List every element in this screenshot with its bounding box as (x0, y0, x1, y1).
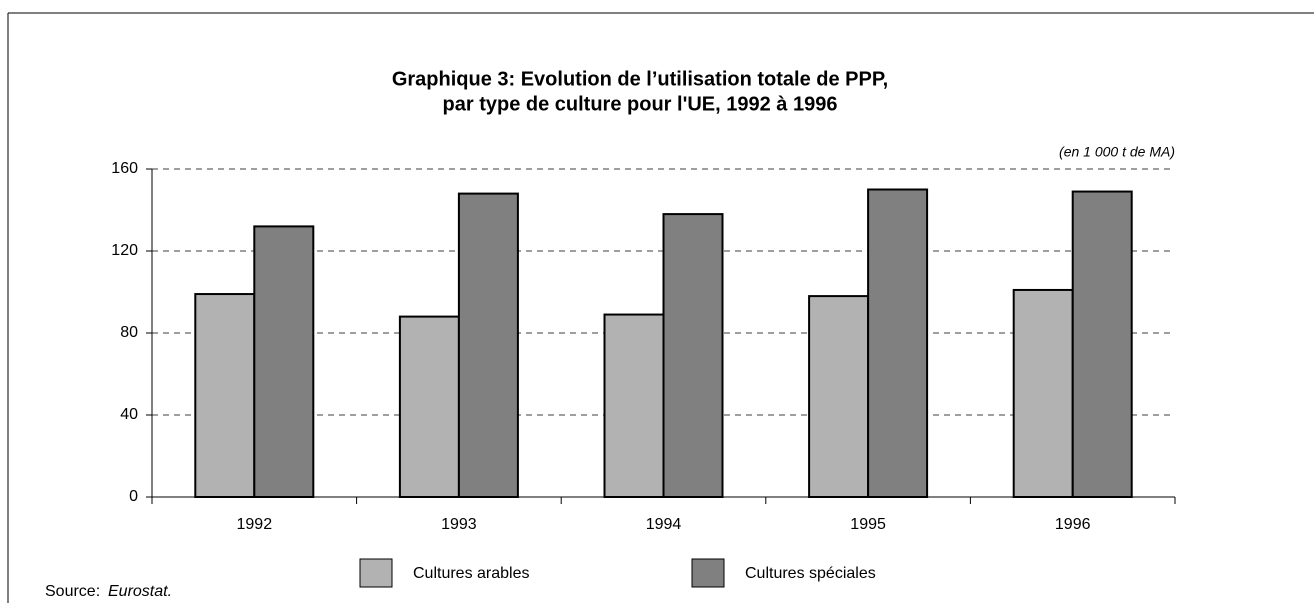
bar (867, 188, 929, 498)
legend-label: Cultures arables (413, 565, 530, 582)
y-tick-label: 120 (111, 242, 138, 259)
bar (194, 293, 256, 498)
y-tick-label: 40 (120, 406, 138, 423)
y-tick-label: 0 (129, 488, 138, 505)
bar (1012, 288, 1074, 499)
source-label: Source: (45, 583, 100, 600)
bar (398, 315, 460, 498)
x-tick-label: 1996 (1055, 516, 1091, 533)
bar (253, 225, 315, 498)
source: Eurostat. (108, 583, 172, 600)
x-tick-label: 1994 (646, 516, 682, 533)
bar (808, 295, 870, 498)
legend-swatch (691, 558, 725, 588)
legend-label: Cultures spéciales (745, 565, 876, 582)
unit-label: (en 1 000 t de MA) (1059, 144, 1175, 160)
x-tick-label: 1995 (850, 516, 886, 533)
legend-swatch (359, 558, 393, 588)
x-tick-label: 1993 (441, 516, 477, 533)
bar (457, 192, 519, 498)
x-tick-label: 1992 (237, 516, 273, 533)
chart-title: par type de culture pour l'UE, 1992 à 19… (443, 93, 838, 115)
bar (1071, 190, 1133, 499)
y-tick-label: 80 (120, 324, 138, 341)
y-tick-label: 160 (111, 160, 138, 177)
bar (603, 313, 665, 498)
chart-title: Graphique 3: Evolution de l’utilisation … (392, 68, 888, 90)
bar (662, 213, 724, 498)
